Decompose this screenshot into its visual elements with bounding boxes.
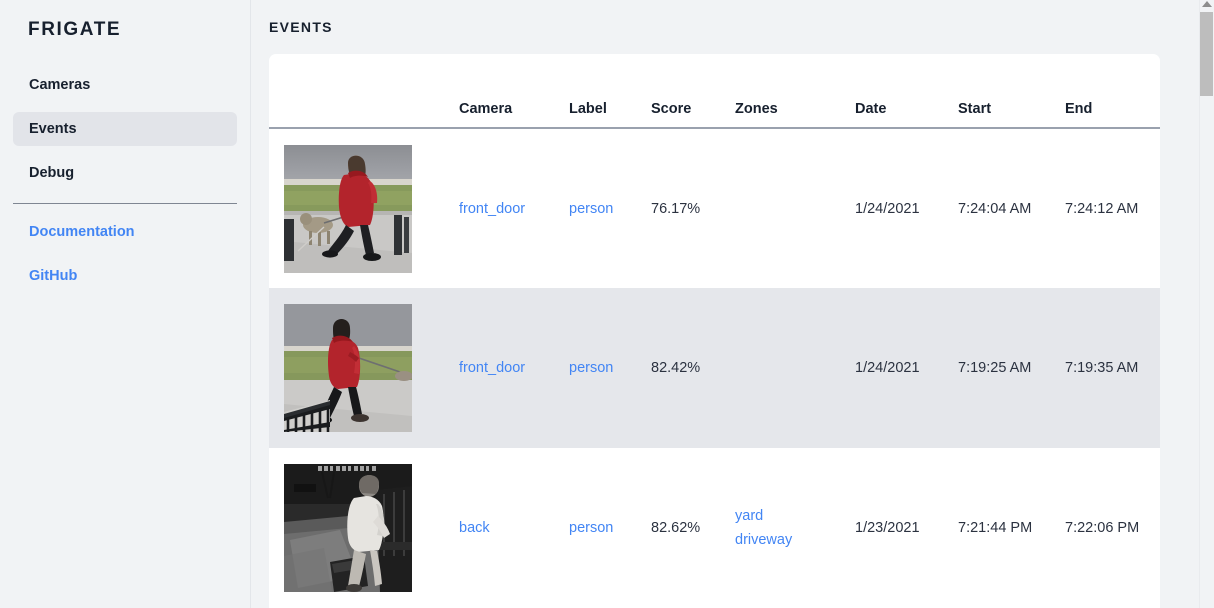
- event-score: 82.62%: [651, 520, 701, 536]
- sidebar-item-events[interactable]: Events: [13, 112, 237, 146]
- sidebar-link-github[interactable]: GitHub: [29, 268, 78, 284]
- event-score: 76.17%: [651, 200, 701, 217]
- event-thumbnail-image-day-dogwalker[interactable]: [284, 144, 412, 273]
- table-row[interactable]: front_door person 76.17% 1/24/2021 7:24:…: [269, 128, 1160, 288]
- event-camera-link[interactable]: front_door: [459, 360, 526, 376]
- event-start-time: 7:24:04 AM: [958, 200, 1032, 217]
- events-card: Camera Label Score Zones Date Start End: [269, 54, 1160, 608]
- event-thumbnail-image-day-walker-fence[interactable]: [284, 304, 412, 432]
- event-end-time: 7:19:35 AM: [1065, 360, 1139, 376]
- event-date: 1/23/2021: [855, 520, 920, 536]
- column-header-end[interactable]: End: [1065, 101, 1093, 117]
- sidebar-item-debug[interactable]: Debug: [29, 165, 75, 181]
- event-camera-cell: front_door: [459, 128, 569, 288]
- page-title: EVENTS: [269, 19, 333, 35]
- event-zones-cell: [735, 128, 855, 288]
- event-start-time: 7:19:25 AM: [958, 360, 1032, 376]
- column-header-camera[interactable]: Camera: [459, 101, 513, 117]
- column-header-score[interactable]: Score: [651, 101, 692, 117]
- event-date: 1/24/2021: [855, 360, 920, 376]
- event-camera-cell: front_door: [459, 288, 569, 448]
- column-header-zones[interactable]: Zones: [735, 101, 778, 117]
- sidebar-external-links: Documentation GitHub: [0, 222, 250, 286]
- event-thumbnail-image-night-infrared-person[interactable]: [284, 464, 412, 592]
- main-content: EVENTS Camera Label Score Zones Date Sta…: [251, 0, 1214, 608]
- event-zones-cell: [735, 288, 855, 448]
- event-end-time: 7:22:06 PM: [1065, 520, 1140, 536]
- sidebar-nav: Cameras Events Debug: [0, 68, 250, 190]
- page-scrollbar-track[interactable]: [1199, 0, 1214, 608]
- event-label-cell: person: [569, 448, 651, 608]
- scroll-up-arrow-icon[interactable]: [1202, 1, 1212, 7]
- event-end-time: 7:24:12 AM: [1065, 200, 1139, 217]
- event-camera-link[interactable]: front_door: [459, 200, 526, 217]
- sidebar-link-documentation[interactable]: Documentation: [29, 224, 135, 240]
- table-header-row: Camera Label Score Zones Date Start End: [269, 54, 1160, 128]
- column-header-date[interactable]: Date: [855, 101, 887, 117]
- table-row[interactable]: front_door person 82.42% 1/24/2021 7:19:…: [269, 288, 1160, 448]
- column-header-label[interactable]: Label: [569, 101, 607, 117]
- event-label-link[interactable]: person: [569, 200, 614, 217]
- event-camera-cell: back: [459, 448, 569, 608]
- events-table-body: front_door person 76.17% 1/24/2021 7:24:…: [269, 128, 1160, 608]
- event-score: 82.42%: [651, 360, 701, 376]
- event-date: 1/24/2021: [855, 200, 920, 217]
- sidebar-item-cameras[interactable]: Cameras: [29, 77, 91, 93]
- event-thumbnail-cell[interactable]: [269, 288, 459, 448]
- event-label-cell: person: [569, 288, 651, 448]
- event-start-time: 7:21:44 PM: [958, 520, 1033, 536]
- events-table: Camera Label Score Zones Date Start End: [269, 54, 1160, 608]
- event-zone-link-yard[interactable]: yard: [735, 508, 764, 524]
- app-brand-title: FRIGATE: [28, 19, 122, 40]
- column-header-start[interactable]: Start: [958, 101, 992, 117]
- sidebar-divider: [13, 203, 237, 204]
- event-zones-cell: yard driveway: [735, 448, 855, 608]
- event-label-link[interactable]: person: [569, 520, 614, 536]
- events-table-head: Camera Label Score Zones Date Start End: [269, 54, 1160, 128]
- table-row[interactable]: back person 82.62% yard driveway 1/23/20…: [269, 448, 1160, 608]
- event-label-cell: person: [569, 128, 651, 288]
- event-thumbnail-cell[interactable]: [269, 448, 459, 608]
- page-scrollbar-thumb[interactable]: [1200, 12, 1213, 96]
- event-thumbnail-cell[interactable]: [269, 128, 459, 288]
- sidebar: FRIGATE Cameras Events Debug Documentati…: [0, 0, 251, 608]
- column-header-thumbnail: [269, 54, 459, 128]
- event-zone-link-driveway[interactable]: driveway: [735, 532, 793, 548]
- event-camera-link[interactable]: back: [459, 520, 490, 536]
- event-label-link[interactable]: person: [569, 360, 614, 376]
